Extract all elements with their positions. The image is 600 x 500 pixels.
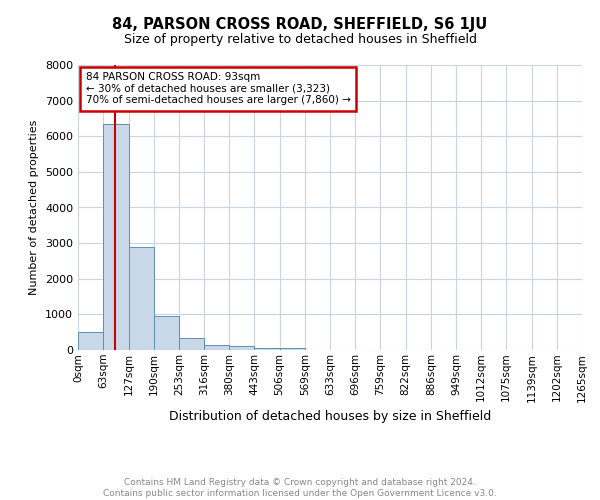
- Text: 84 PARSON CROSS ROAD: 93sqm
← 30% of detached houses are smaller (3,323)
70% of : 84 PARSON CROSS ROAD: 93sqm ← 30% of det…: [86, 72, 350, 106]
- Text: Contains HM Land Registry data © Crown copyright and database right 2024.
Contai: Contains HM Land Registry data © Crown c…: [103, 478, 497, 498]
- Bar: [154, 316, 179, 350]
- Bar: [204, 344, 229, 350]
- Y-axis label: Number of detached properties: Number of detached properties: [29, 120, 40, 295]
- Text: 84, PARSON CROSS ROAD, SHEFFIELD, S6 1JU: 84, PARSON CROSS ROAD, SHEFFIELD, S6 1JU: [112, 18, 488, 32]
- Bar: [229, 346, 254, 350]
- Text: Size of property relative to detached houses in Sheffield: Size of property relative to detached ho…: [124, 32, 476, 46]
- Bar: [179, 338, 204, 350]
- Bar: [128, 246, 154, 350]
- Bar: [280, 348, 305, 350]
- Bar: [103, 124, 128, 350]
- Bar: [254, 348, 280, 350]
- X-axis label: Distribution of detached houses by size in Sheffield: Distribution of detached houses by size …: [169, 410, 491, 423]
- Bar: [78, 332, 103, 350]
